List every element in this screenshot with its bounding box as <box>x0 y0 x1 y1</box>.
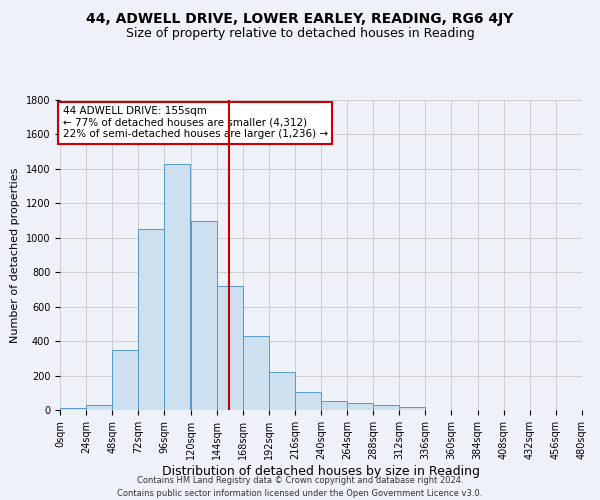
Text: Contains HM Land Registry data © Crown copyright and database right 2024.
Contai: Contains HM Land Registry data © Crown c… <box>118 476 482 498</box>
Bar <box>400 406 425 410</box>
Text: 44, ADWELL DRIVE, LOWER EARLEY, READING, RG6 4JY: 44, ADWELL DRIVE, LOWER EARLEY, READING,… <box>86 12 514 26</box>
X-axis label: Distribution of detached houses by size in Reading: Distribution of detached houses by size … <box>162 464 480 477</box>
Bar <box>217 286 242 410</box>
Bar <box>86 405 112 410</box>
Bar <box>191 220 217 410</box>
Bar <box>269 372 295 410</box>
Bar <box>112 350 138 410</box>
Text: Size of property relative to detached houses in Reading: Size of property relative to detached ho… <box>125 28 475 40</box>
Bar <box>373 405 400 410</box>
Y-axis label: Number of detached properties: Number of detached properties <box>10 168 20 342</box>
Bar <box>60 408 86 410</box>
Bar <box>321 402 347 410</box>
Bar <box>164 164 190 410</box>
Text: 44 ADWELL DRIVE: 155sqm
← 77% of detached houses are smaller (4,312)
22% of semi: 44 ADWELL DRIVE: 155sqm ← 77% of detache… <box>62 106 328 140</box>
Bar <box>295 392 321 410</box>
Bar <box>139 229 164 410</box>
Bar <box>242 336 269 410</box>
Bar <box>347 403 373 410</box>
